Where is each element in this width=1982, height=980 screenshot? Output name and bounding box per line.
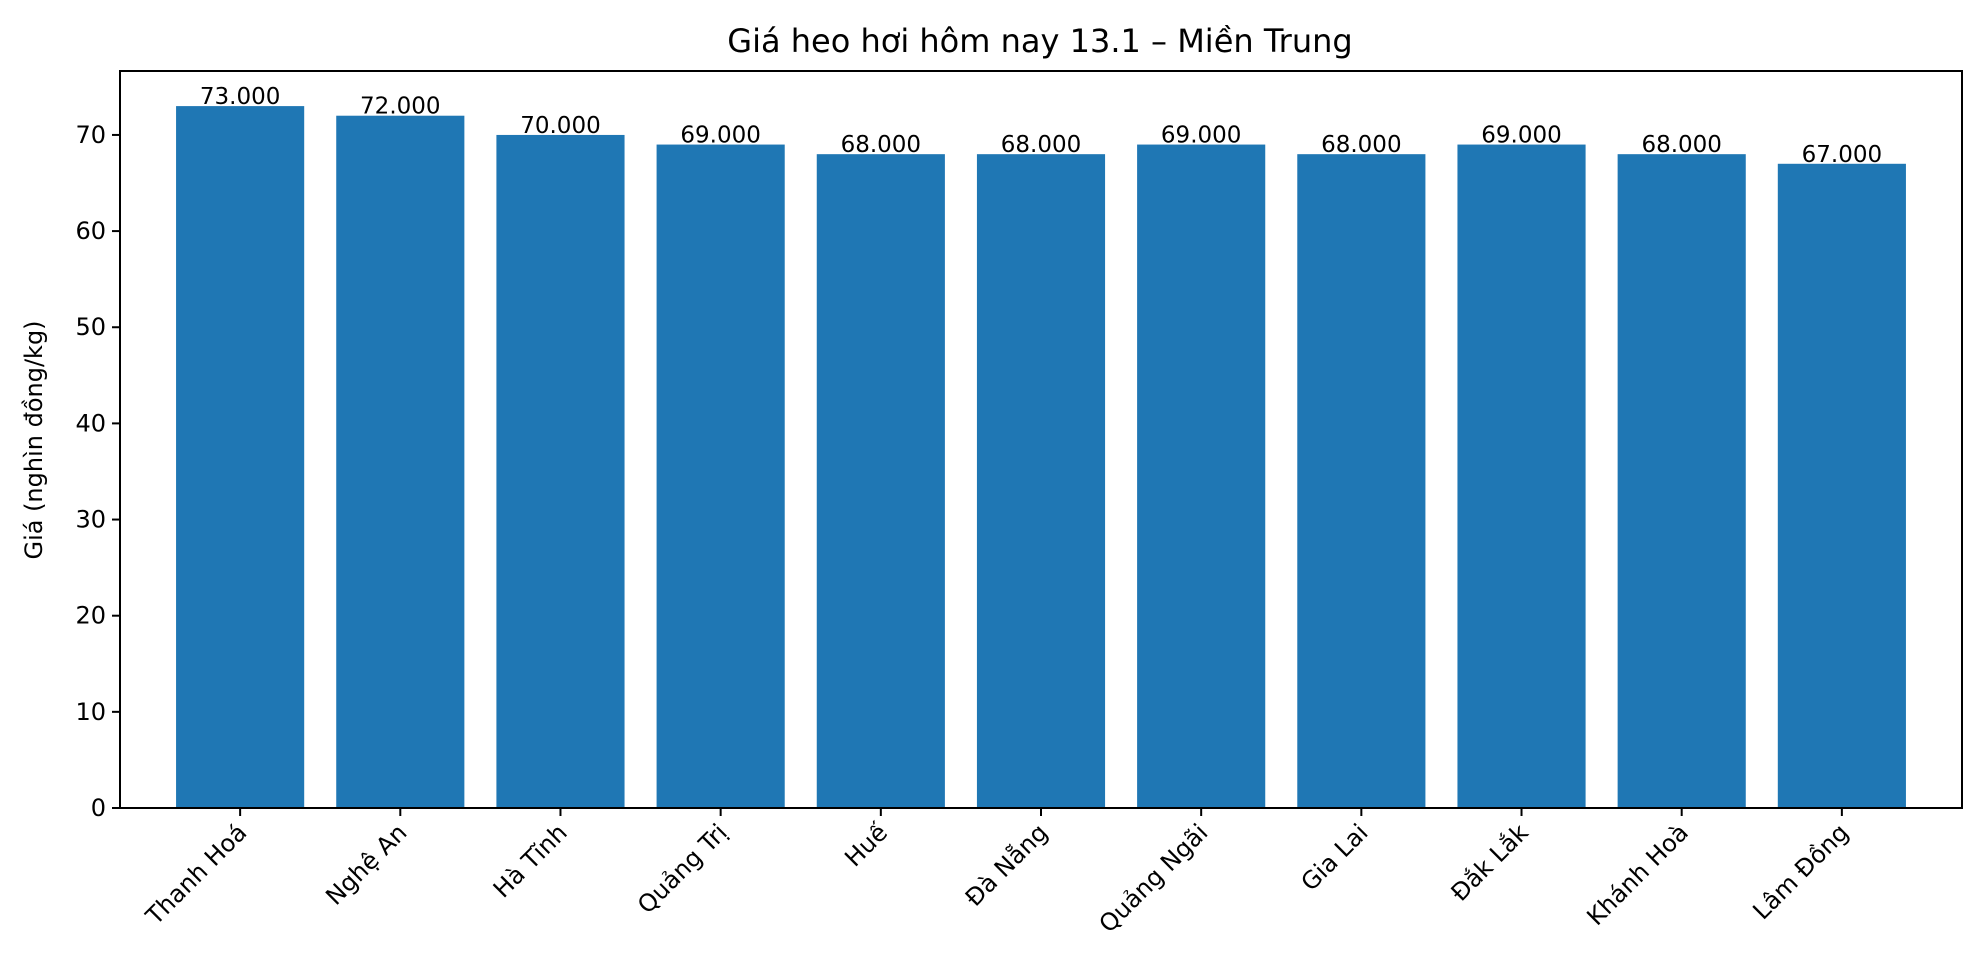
data-label-9: 68.000 [1641, 132, 1721, 158]
data-label-1: 72.000 [360, 94, 440, 120]
x-tick-label-3: Quảng Trị [632, 818, 733, 919]
bar-0 [176, 106, 305, 809]
data-label-10: 67.000 [1802, 142, 1882, 168]
y-axis-label: Giá (nghìn đồng/kg) [20, 320, 48, 559]
x-tick-label-2: Hà Tĩnh [488, 818, 573, 903]
y-axis-ticks: 0 10 20 30 40 50 60 70 [75, 121, 120, 822]
y-tick-label-4: 40 [75, 409, 106, 437]
data-label-7: 68.000 [1321, 132, 1401, 158]
plot-area-frame [119, 70, 1963, 809]
x-tick-label-5: Đà Nẵng [959, 818, 1053, 912]
bar-6 [1137, 144, 1266, 808]
data-label-2: 70.000 [520, 113, 600, 139]
bars [176, 106, 1906, 809]
bar-10 [1777, 163, 1906, 809]
data-label-4: 68.000 [841, 132, 921, 158]
bar-5 [976, 154, 1106, 809]
bar-9 [1617, 154, 1746, 809]
x-tick-label-10: Lâm Đồng [1747, 818, 1854, 925]
x-tick-label-4: Huế [839, 818, 893, 872]
x-tick-label-0: Thanh Hoá [140, 818, 252, 930]
data-labels: 73.000 72.000 70.000 69.000 68.000 68.000 69.0… [200, 84, 1882, 168]
bar-2 [496, 134, 625, 808]
x-tick-label-8: Đắk Lắk [1445, 818, 1534, 907]
data-label-6: 69.000 [1161, 123, 1241, 149]
data-label-8: 69.000 [1481, 123, 1561, 149]
x-tick-label-6: Quảng Ngãi [1094, 818, 1214, 938]
y-tick-label-2: 20 [75, 602, 106, 630]
x-tick-label-7: Gia Lai [1296, 818, 1374, 896]
x-tick-label-9: Khánh Hoà [1581, 818, 1694, 931]
y-tick-label-3: 30 [75, 506, 106, 534]
y-tick-label-6: 60 [75, 217, 106, 245]
chart-title: Giá heo hơi hôm nay 13.1 – Miền Trung [727, 22, 1352, 60]
bar-1 [336, 115, 465, 808]
bar-3 [656, 144, 785, 808]
x-axis-ticks: Thanh Hoá Nghệ An Hà Tĩnh Quảng Trị Huế Đà Nẵ… [140, 808, 1854, 938]
y-tick-label-5: 50 [75, 313, 106, 341]
data-label-5: 68.000 [1001, 132, 1081, 158]
bar-4 [816, 154, 945, 809]
y-tick-label-1: 10 [75, 698, 106, 726]
y-tick-label-0: 0 [91, 794, 106, 822]
data-label-3: 69.000 [680, 123, 760, 149]
data-label-0: 73.000 [200, 84, 280, 110]
y-tick-label-7: 70 [75, 121, 106, 149]
bar-8 [1457, 144, 1586, 808]
bar-7 [1297, 154, 1426, 809]
x-tick-label-1: Nghệ An [320, 818, 412, 910]
